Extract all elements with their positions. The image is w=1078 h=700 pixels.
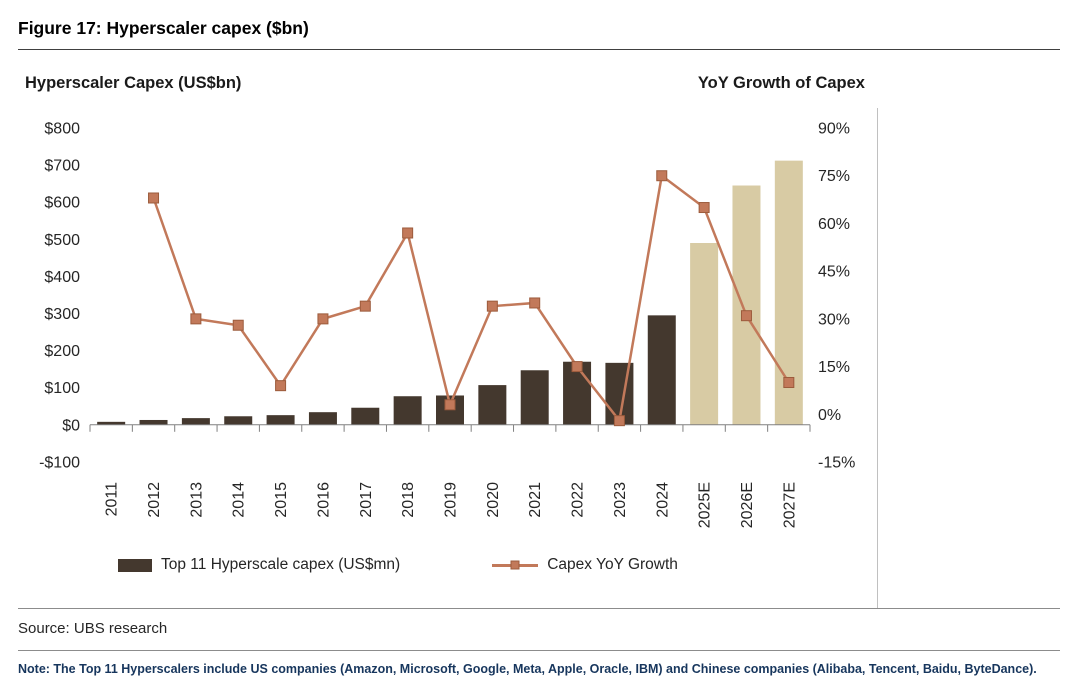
growth-marker: [740, 310, 752, 322]
left-axis-tick-label: $300: [44, 306, 80, 323]
note-text: Note: The Top 11 Hyperscalers include US…: [18, 662, 1037, 676]
x-axis-label-2027E: 2027E: [781, 482, 798, 528]
capex-bar-2022: [563, 361, 592, 425]
x-axis-label-2020: 2020: [485, 482, 502, 518]
x-axis-label-2013: 2013: [188, 482, 205, 518]
right-axis-tick-label: 15%: [818, 359, 850, 376]
growth-marker: [190, 313, 202, 325]
x-axis-label-2017: 2017: [358, 482, 375, 518]
source-top-divider: [18, 608, 1060, 609]
source-text: Source: UBS research: [18, 620, 168, 637]
capex-bar-2024: [647, 315, 676, 425]
right-axis-tick-label: 90%: [818, 121, 850, 138]
figure-title: Figure 17: Hyperscaler capex ($bn): [18, 18, 309, 38]
growth-marker: [698, 202, 710, 214]
legend-line-marker: [510, 560, 520, 570]
growth-marker: [783, 376, 795, 388]
capex-bar-2016: [308, 412, 337, 425]
left-axis-tick-label: $100: [44, 380, 80, 397]
right-axis-tick-label: 30%: [818, 311, 850, 328]
left-axis-tick-label: $800: [44, 121, 80, 138]
growth-marker: [571, 361, 583, 373]
x-axis-label-2014: 2014: [231, 482, 248, 518]
x-axis-label-2012: 2012: [146, 482, 163, 518]
axis-titles-row: Hyperscaler Capex (US$bn) YoY Growth of …: [18, 74, 1060, 96]
x-axis-label-2022: 2022: [570, 482, 587, 518]
page: Figure 17: Hyperscaler capex ($bn) Hyper…: [18, 18, 1060, 676]
right-axis-tick-label: 45%: [818, 264, 850, 281]
growth-marker: [148, 192, 160, 204]
growth-marker: [275, 380, 287, 392]
x-axis-label-2016: 2016: [315, 482, 332, 518]
legend-capex-label: Top 11 Hyperscale capex (US$mn): [161, 556, 401, 573]
growth-marker: [359, 300, 371, 312]
x-axis-label-2024: 2024: [654, 482, 671, 518]
right-axis-title: YoY Growth of Capex: [697, 74, 865, 92]
capex-bar-2014: [224, 416, 253, 425]
legend-line-swatch: [492, 560, 539, 570]
right-axis-tick-label: 60%: [818, 216, 850, 233]
title-divider: [18, 49, 1060, 50]
right-axis-tick-label: -15%: [818, 455, 855, 472]
chart-legend: Top 11 Hyperscale capex (US$mn) Capex Yo…: [18, 556, 877, 574]
growth-line: [152, 173, 790, 424]
left-axis-tick-label: -$100: [39, 454, 80, 471]
x-axis-label-2026E: 2026E: [739, 482, 756, 528]
capex-bar-2026E: [732, 185, 761, 425]
capex-bar-2015: [266, 415, 295, 425]
x-axis-label-2019: 2019: [443, 482, 460, 518]
capex-bar-2013: [181, 418, 210, 425]
legend-item-growth: Capex YoY Growth: [492, 556, 678, 574]
x-axis-label-2018: 2018: [400, 482, 417, 518]
x-axis-label-2025E: 2025E: [697, 482, 714, 528]
growth-marker: [656, 170, 668, 182]
growth-marker: [232, 319, 244, 331]
chart-area: $800 $700 $600 $500 $400 $300 $200 $100 $0 -$100 9…: [18, 108, 878, 608]
growth-marker: [317, 313, 329, 325]
x-axis-label-2015: 2015: [273, 482, 290, 518]
chart-canvas: $800 $700 $600 $500 $400 $300 $200 $100 $0 -$100 9…: [39, 121, 855, 529]
left-axis-title: Hyperscaler Capex (US$bn): [25, 74, 242, 92]
legend-item-capex: Top 11 Hyperscale capex (US$mn): [118, 556, 400, 574]
capex-bar-2021: [520, 370, 549, 425]
source-bottom-divider: [18, 650, 1060, 651]
capex-bar-2020: [478, 385, 507, 425]
growth-marker: [529, 297, 541, 309]
capex-bar-2018: [393, 396, 422, 425]
growth-marker: [486, 300, 498, 312]
legend-bar-swatch: [118, 558, 152, 572]
capex-bar-2012: [139, 419, 168, 425]
growth-marker: [402, 227, 414, 239]
left-axis-tick-label: $0: [62, 417, 80, 434]
legend-growth-label: Capex YoY Growth: [547, 556, 678, 573]
x-axis-label-2021: 2021: [527, 482, 544, 518]
growth-marker: [613, 415, 625, 427]
x-axis-label-2023: 2023: [612, 482, 629, 518]
left-axis-tick-label: $500: [44, 232, 80, 249]
capex-bar-2011: [97, 421, 126, 425]
right-axis-tick-label: 0%: [818, 407, 841, 424]
right-axis-tick-label: 75%: [818, 168, 850, 185]
capex-bar-2017: [351, 407, 380, 425]
left-axis-tick-label: $700: [44, 158, 80, 175]
left-axis-tick-label: $600: [44, 195, 80, 212]
left-axis-tick-label: $400: [44, 269, 80, 286]
capex-bar-2025E: [690, 243, 719, 425]
left-axis-tick-label: $200: [44, 343, 80, 360]
x-axis-label-2011: 2011: [104, 482, 121, 517]
growth-marker: [444, 399, 456, 411]
